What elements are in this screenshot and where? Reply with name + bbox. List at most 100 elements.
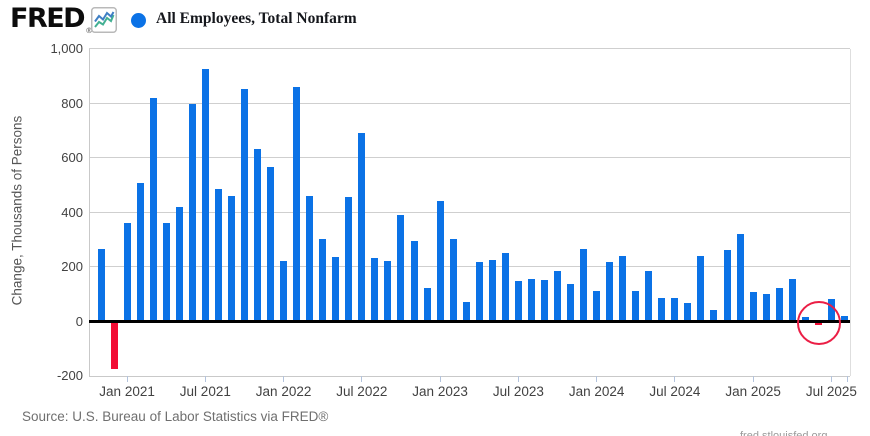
bar-dec-2021[interactable]	[267, 167, 275, 321]
x-tick-label: Jan 2021	[99, 383, 155, 399]
bar-mar-2025[interactable]	[775, 288, 783, 321]
x-tick-label: Jan 2024	[568, 383, 625, 399]
bar-apr-2021[interactable]	[162, 222, 170, 321]
x-tick-mark	[596, 375, 598, 382]
x-axis-end-tick	[847, 375, 848, 382]
x-tick-label: Jul 2022	[336, 383, 388, 399]
bar-feb-2021[interactable]	[136, 183, 144, 321]
bar-jul-2023[interactable]	[514, 281, 522, 321]
bar-nov-2021[interactable]	[254, 149, 261, 321]
y-tick-label: 200	[61, 259, 83, 274]
bar-aug-2025[interactable]	[840, 315, 848, 321]
registered-mark: ®	[85, 26, 94, 35]
bar-jun-2023[interactable]	[501, 252, 509, 321]
bar-dec-2024[interactable]	[736, 233, 744, 321]
bar-jun-2022[interactable]	[345, 197, 353, 321]
x-tick-mark	[204, 375, 206, 382]
bar-sep-2022[interactable]	[384, 261, 392, 321]
y-tick-label: 400	[61, 204, 83, 220]
y-tick-label: 1,000	[50, 41, 83, 56]
gridline-200	[88, 266, 850, 267]
bar-mar-2024[interactable]	[619, 255, 627, 321]
bar-apr-2022[interactable]	[319, 239, 327, 321]
bar-may-2023[interactable]	[488, 259, 496, 321]
highlight-circle-annotation	[796, 300, 841, 345]
fred-logo-text: FRED	[10, 3, 86, 34]
plot-right-border	[849, 48, 851, 376]
bar-mar-2022[interactable]	[306, 195, 314, 321]
bar-mar-2021[interactable]	[149, 97, 157, 321]
gridline-600	[88, 157, 850, 158]
x-tick-label: Jan 2023	[412, 383, 468, 399]
bar-aug-2022[interactable]	[371, 258, 379, 321]
y-axis-title: Change, Thousands of Persons	[9, 115, 25, 306]
y-axis-line	[88, 48, 90, 376]
y-tick-label: 600	[61, 150, 83, 165]
source-note: Source: U.S. Bureau of Labor Statistics …	[22, 409, 329, 424]
legend-series-dot	[131, 13, 146, 28]
y-tick-label: 0	[75, 313, 83, 329]
bar-apr-2023[interactable]	[475, 262, 483, 321]
x-tick-label: Jan 2025	[725, 383, 781, 399]
bar-jul-2024[interactable]	[671, 297, 679, 321]
bar-nov-2022[interactable]	[410, 240, 418, 321]
x-tick-label: Jul 2021	[179, 383, 231, 399]
bar-aug-2023[interactable]	[527, 278, 535, 321]
bar-oct-2023[interactable]	[553, 270, 561, 321]
x-axis-line	[88, 375, 850, 377]
fred-logo[interactable]: FRED®	[10, 4, 93, 46]
x-tick-mark	[126, 375, 128, 382]
bar-jul-2021[interactable]	[201, 68, 209, 321]
bar-oct-2022[interactable]	[397, 214, 405, 321]
bar-apr-2024[interactable]	[632, 291, 640, 321]
bar-sep-2021[interactable]	[227, 195, 235, 321]
x-tick-mark	[830, 375, 832, 382]
bar-feb-2023[interactable]	[449, 239, 457, 321]
bar-jan-2025[interactable]	[749, 292, 757, 321]
bar-dec-2023[interactable]	[580, 248, 588, 321]
x-tick-mark	[752, 375, 754, 382]
bar-apr-2025[interactable]	[788, 278, 796, 321]
bar-nov-2024[interactable]	[723, 250, 731, 321]
bar-jul-2022[interactable]	[358, 132, 366, 321]
bar-nov-2020[interactable]	[97, 248, 105, 321]
x-tick-mark	[674, 375, 676, 382]
bar-nov-2023[interactable]	[567, 284, 574, 321]
bar-feb-2025[interactable]	[762, 293, 770, 321]
bar-jan-2021[interactable]	[123, 222, 131, 321]
bar-jan-2022[interactable]	[280, 261, 288, 321]
y-tick-label: 800	[61, 95, 83, 111]
bar-oct-2024[interactable]	[710, 310, 718, 321]
bar-oct-2021[interactable]	[240, 89, 248, 321]
x-tick-label: Jul 2024	[649, 383, 701, 399]
x-tick-label: Jul 2025	[805, 383, 857, 399]
x-tick-label: Jul 2023	[492, 383, 544, 399]
bar-jan-2024[interactable]	[593, 291, 601, 321]
x-tick-mark	[361, 375, 363, 382]
bar-sep-2023[interactable]	[540, 280, 548, 321]
zero-baseline	[88, 319, 850, 323]
series-title-link[interactable]: All Employees, Total Nonfarm	[156, 10, 357, 27]
bar-feb-2022[interactable]	[293, 86, 301, 321]
gridline-800	[88, 102, 850, 104]
gridline-400	[88, 211, 850, 213]
bar-jan-2023[interactable]	[436, 201, 444, 321]
bar-may-2022[interactable]	[332, 256, 340, 321]
bar-jun-2021[interactable]	[188, 104, 196, 321]
gridline-1000	[88, 48, 850, 49]
bar-may-2024[interactable]	[645, 270, 653, 321]
bar-dec-2020[interactable]	[110, 321, 118, 369]
bar-dec-2022[interactable]	[423, 288, 431, 321]
x-tick-mark	[283, 375, 285, 382]
bar-feb-2024[interactable]	[606, 262, 614, 321]
bar-mar-2023[interactable]	[462, 301, 470, 321]
y-tick-label: -200	[56, 368, 83, 383]
bar-sep-2024[interactable]	[697, 255, 705, 321]
bar-may-2021[interactable]	[175, 206, 183, 321]
x-tick-label: Jan 2022	[255, 383, 312, 399]
bar-aug-2021[interactable]	[214, 188, 222, 321]
bar-aug-2024[interactable]	[684, 303, 692, 321]
bar-jun-2024[interactable]	[658, 297, 666, 321]
x-tick-mark	[439, 375, 441, 382]
